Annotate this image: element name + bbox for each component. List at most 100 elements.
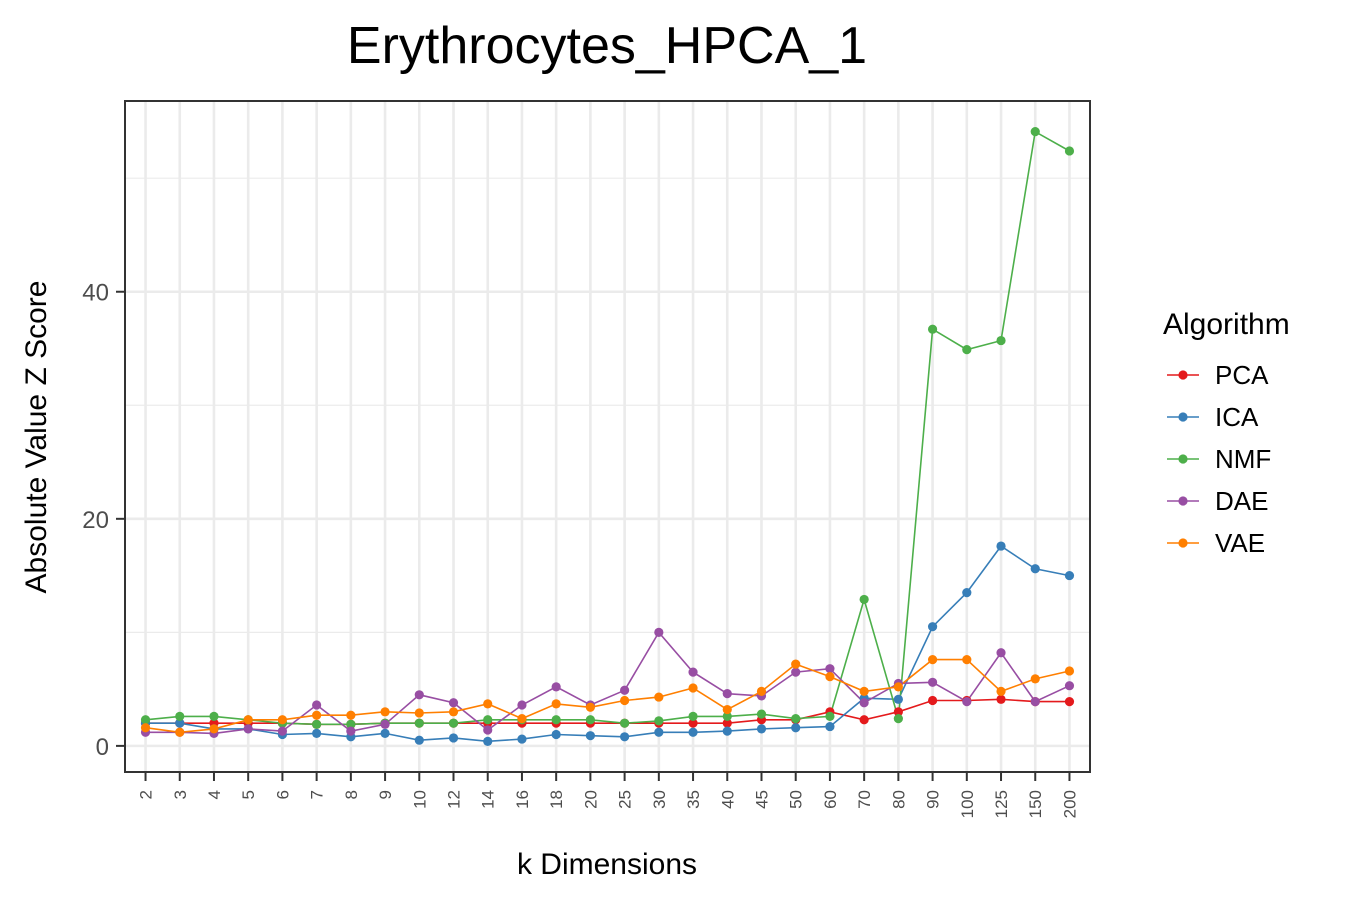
point-nmf (1030, 127, 1040, 137)
point-nmf (893, 714, 903, 724)
point-vae (962, 654, 972, 665)
point-nmf (722, 711, 732, 721)
legend-key-point (1178, 412, 1188, 422)
point-vae (551, 699, 561, 709)
y-tick-label: 20 (82, 507, 109, 534)
point-vae (688, 683, 698, 693)
point-vae (312, 710, 322, 720)
point-dae (722, 689, 732, 699)
point-ica (927, 622, 938, 632)
legend-title: Algorithm (1163, 308, 1290, 341)
x-tick-label: 12 (445, 790, 464, 809)
x-tick-label: 35 (684, 790, 703, 809)
legend-item-vae: VAE (1167, 528, 1265, 558)
point-vae (140, 723, 151, 733)
point-ica (414, 735, 424, 745)
point-nmf (209, 711, 219, 721)
point-dae (448, 698, 459, 708)
point-nmf (756, 709, 767, 719)
point-nmf (585, 715, 595, 725)
x-tick-label: 50 (787, 790, 806, 809)
legend-label-vae: VAE (1215, 528, 1265, 558)
point-nmf (962, 345, 972, 355)
point-ica (688, 727, 698, 737)
point-ica (312, 728, 322, 738)
x-tick-label: 4 (205, 790, 224, 799)
point-vae (448, 707, 459, 717)
point-vae (277, 715, 288, 725)
point-ica (996, 541, 1006, 551)
y-axis: 0 20 40 (82, 280, 125, 761)
point-dae (791, 667, 801, 677)
x-axis: 2 3 4 5 6 7 8 9 10 12 14 16 18 20 25 30 35 40 45 50 60 70 80 90… (137, 772, 1079, 818)
legend-item-nmf: NMF (1167, 444, 1271, 474)
series-line-vae (145, 658, 1070, 734)
x-tick-label: 20 (581, 790, 600, 809)
point-dae (962, 697, 972, 707)
point-nmf (140, 715, 151, 725)
point-vae (654, 692, 664, 702)
point-vae (1030, 674, 1040, 684)
series-line-ica (145, 545, 1070, 743)
legend-key-point (1178, 496, 1188, 506)
point-dae (859, 698, 869, 708)
point-vae (517, 714, 527, 724)
point-vae (243, 715, 253, 725)
x-axis-title: k Dimensions (517, 848, 697, 881)
point-dae (1064, 681, 1075, 691)
point-dae (483, 725, 493, 735)
point-vae (893, 682, 903, 692)
point-ica (722, 726, 732, 736)
point-vae (483, 699, 493, 709)
point-vae (756, 686, 767, 696)
plot-frame (124, 100, 1091, 773)
chart-title: Erythrocytes_HPCA_1 (347, 17, 867, 75)
y-tick-label: 0 (96, 734, 109, 761)
x-tick-label: 60 (821, 790, 840, 809)
x-tick-label: 6 (273, 790, 292, 799)
x-tick-label: 40 (718, 790, 737, 809)
x-tick-label: 100 (958, 790, 977, 818)
point-nmf (654, 716, 664, 726)
point-vae (791, 659, 801, 669)
point-ica (791, 723, 801, 733)
point-ica (551, 729, 561, 740)
point-vae (380, 707, 390, 717)
point-pca (859, 715, 869, 725)
point-pca (996, 694, 1006, 704)
x-tick-label: 25 (616, 790, 635, 809)
x-tick-label: 90 (924, 790, 943, 809)
point-vae (859, 686, 869, 696)
series-line-nmf (145, 130, 1070, 726)
point-vae (1064, 666, 1075, 676)
point-dae (380, 719, 390, 729)
point-dae (654, 627, 664, 637)
x-tick-label: 45 (752, 790, 771, 809)
point-nmf (175, 711, 185, 721)
point-ica (380, 728, 390, 738)
point-vae (722, 704, 732, 715)
point-ica (585, 731, 595, 741)
x-tick-label: 2 (137, 790, 156, 799)
x-tick-label: 16 (513, 790, 532, 809)
plot-grid (125, 101, 1090, 772)
point-vae (825, 672, 835, 682)
legend-label-ica: ICA (1215, 402, 1259, 432)
legend-label-pca: PCA (1215, 360, 1269, 390)
point-dae (517, 700, 527, 710)
legend-key-point (1178, 538, 1188, 548)
point-vae (996, 686, 1006, 696)
point-ica (175, 718, 185, 728)
point-dae (927, 677, 938, 687)
point-vae (346, 710, 356, 720)
point-dae (996, 648, 1006, 658)
x-tick-label: 14 (479, 790, 498, 809)
point-vae (414, 708, 424, 718)
point-dae (1030, 697, 1040, 707)
legend-item-pca: PCA (1167, 360, 1269, 390)
point-vae (175, 727, 185, 737)
x-tick-label: 125 (992, 790, 1011, 818)
point-dae (346, 726, 356, 736)
point-ica (962, 588, 972, 598)
